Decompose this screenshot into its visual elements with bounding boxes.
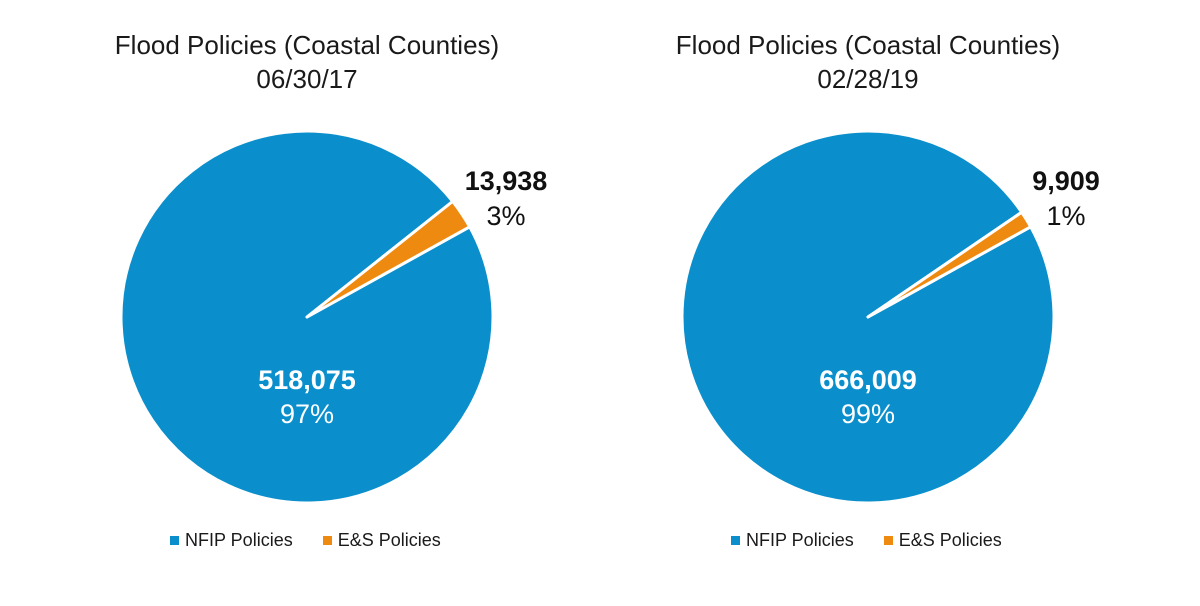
data-label-es-percent: 3% bbox=[486, 201, 525, 231]
chart-title-text: Flood Policies (Coastal Counties) bbox=[675, 30, 1061, 60]
legend-item-es: E&S Policies bbox=[883, 530, 1002, 551]
legend-label-nfip: NFIP Policies bbox=[185, 530, 293, 550]
legend: NFIP Policies E&S Policies bbox=[731, 530, 1002, 551]
legend-label-es: E&S Policies bbox=[898, 530, 1002, 550]
data-label-nfip-percent: 99% bbox=[841, 399, 895, 429]
legend-swatch-es bbox=[322, 536, 332, 545]
chart-subtitle-date: 02/28/19 bbox=[817, 64, 919, 94]
data-label-nfip-percent: 97% bbox=[280, 399, 334, 429]
data-label-es-value: 9,909 bbox=[1032, 166, 1100, 196]
chart-subtitle-date: 06/30/17 bbox=[256, 64, 358, 94]
pie-chart-2019: Flood Policies (Coastal Counties) 02/28/… bbox=[560, 0, 1160, 606]
data-label-es-value: 13,938 bbox=[465, 166, 548, 196]
chart-title: Flood Policies (Coastal Counties) 02/28/… bbox=[568, 28, 1168, 96]
data-label-es-percent: 1% bbox=[1046, 201, 1085, 231]
pie-chart-2017: Flood Policies (Coastal Counties) 06/30/… bbox=[115, 30, 548, 551]
legend-item-es: E&S Policies bbox=[322, 530, 441, 551]
legend: NFIP Policies E&S Policies bbox=[170, 530, 441, 551]
chart-title-text: Flood Policies (Coastal Counties) bbox=[114, 30, 500, 60]
pie-slice-es bbox=[305, 199, 472, 319]
data-label-nfip-value: 666,009 bbox=[819, 365, 917, 395]
data-label-nfip-value: 518,075 bbox=[258, 365, 356, 395]
legend-swatch-nfip bbox=[731, 536, 740, 545]
legend-item-nfip: NFIP Policies bbox=[170, 530, 293, 551]
legend-item-nfip: NFIP Policies bbox=[731, 530, 854, 551]
legend-swatch-nfip bbox=[170, 536, 179, 545]
legend-label-nfip: NFIP Policies bbox=[746, 530, 854, 550]
pie-svg: 666,009 99% 9,909 1% bbox=[680, 129, 1100, 505]
pie-svg: 518,075 97% 13,938 3% bbox=[119, 129, 548, 505]
legend-label-es: E&S Policies bbox=[337, 530, 441, 550]
chart-title: Flood Policies (Coastal Counties) 06/30/… bbox=[7, 28, 607, 96]
legend-swatch-es bbox=[883, 536, 893, 545]
pie-slice-es bbox=[866, 210, 1033, 319]
